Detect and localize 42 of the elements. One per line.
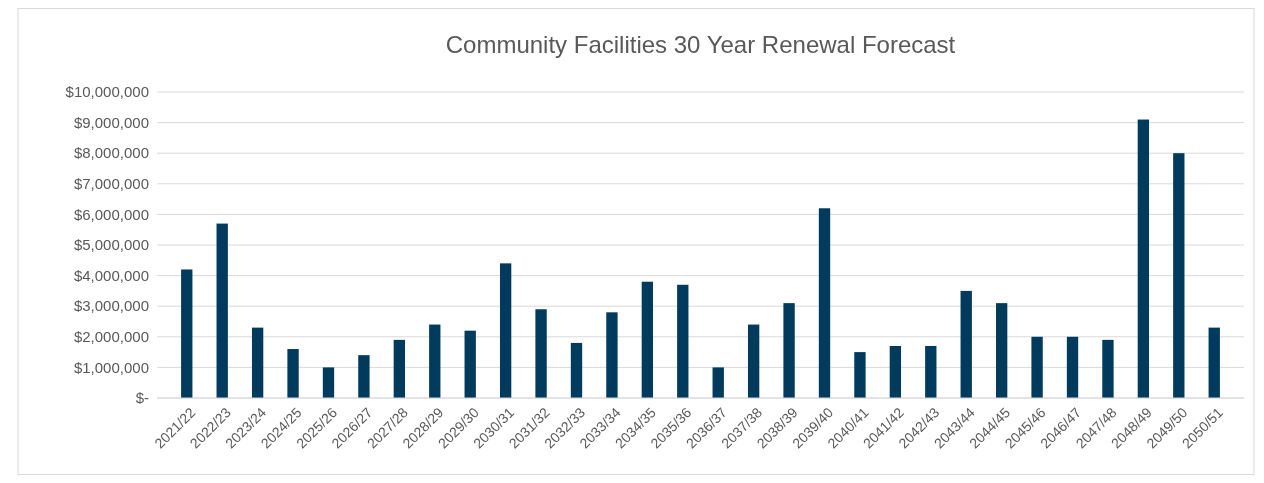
bar xyxy=(1066,336,1079,398)
bar xyxy=(818,208,831,398)
bar xyxy=(181,269,193,398)
bar xyxy=(960,290,972,398)
chart-title: Community Facilities 30 Year Renewal Forecast xyxy=(445,31,956,58)
bar xyxy=(464,330,476,398)
bar xyxy=(1173,153,1185,398)
y-tick-label: $7,000,000 xyxy=(73,175,149,193)
bar xyxy=(322,367,335,398)
bar xyxy=(1031,336,1043,398)
y-tick-label: $3,000,000 xyxy=(73,297,149,315)
bar xyxy=(570,342,583,398)
bar xyxy=(606,312,618,398)
y-tick-label: $9,000,000 xyxy=(73,113,149,131)
bar xyxy=(854,352,866,398)
y-tick-label: $4,000,000 xyxy=(73,266,149,284)
y-tick-label: $5,000,000 xyxy=(73,236,149,254)
bar xyxy=(216,223,228,398)
bar xyxy=(677,284,689,398)
y-tick-label: $6,000,000 xyxy=(73,205,149,223)
bar xyxy=(641,281,654,398)
bar xyxy=(1137,119,1150,398)
bar xyxy=(995,303,1008,398)
y-tick-label: $- xyxy=(135,389,149,407)
bar xyxy=(1208,327,1220,398)
bar xyxy=(251,327,264,398)
bar xyxy=(783,303,795,398)
bar xyxy=(499,263,512,398)
bar xyxy=(747,324,760,398)
bar xyxy=(535,309,547,398)
y-tick-label: $1,000,000 xyxy=(73,358,149,376)
bar xyxy=(429,324,441,398)
bar xyxy=(712,367,724,398)
y-tick-label: $8,000,000 xyxy=(73,144,149,162)
y-tick-label: $10,000,000 xyxy=(65,83,149,101)
bar xyxy=(925,345,937,398)
bar xyxy=(358,355,370,398)
bar xyxy=(287,349,299,398)
bar xyxy=(889,345,902,398)
bar xyxy=(1102,339,1114,398)
y-tick-label: $2,000,000 xyxy=(73,328,149,346)
bar xyxy=(393,339,406,398)
